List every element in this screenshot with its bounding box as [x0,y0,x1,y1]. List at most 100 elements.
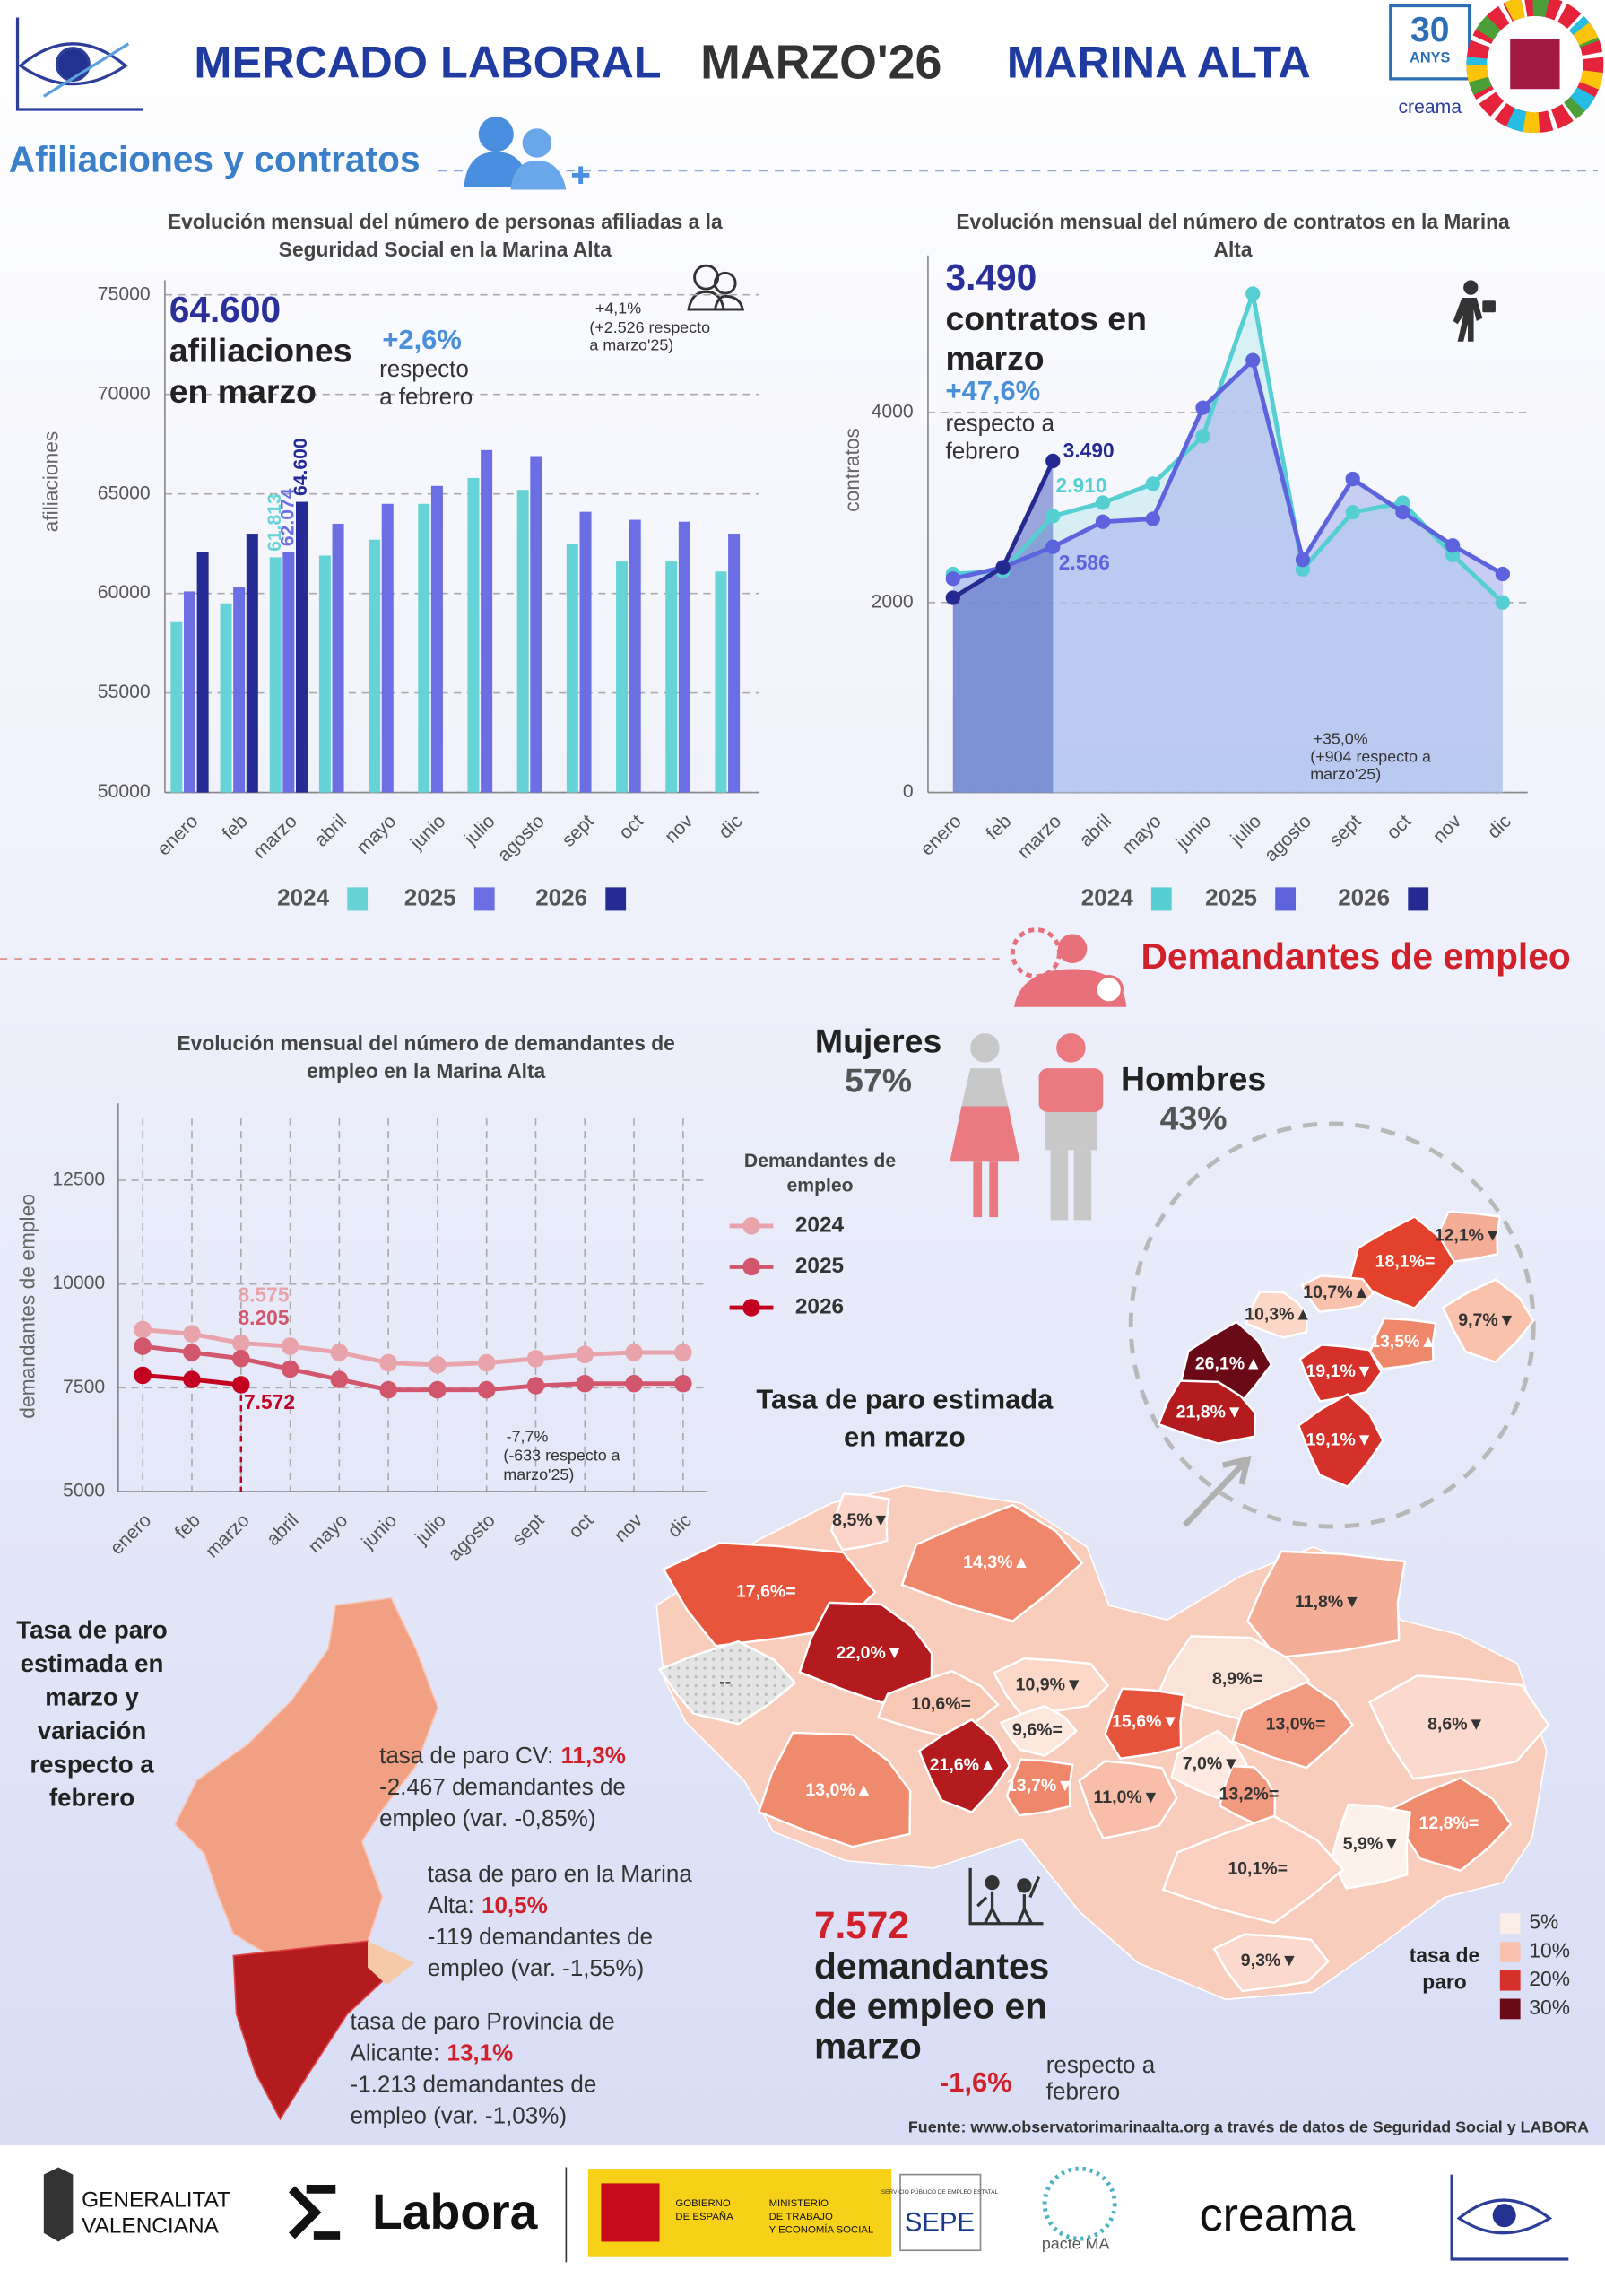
creama-logo [1389,4,1471,81]
y-tick-label: 70000 [98,383,151,404]
point [1095,495,1111,510]
map-region [1161,1814,1345,1925]
eye-logo [15,17,143,111]
map-region [1367,1674,1550,1780]
bar [282,552,295,793]
bar [481,449,493,793]
bar [566,544,578,793]
valencia-title: respecto a [30,1750,154,1778]
value-label: 8.205 [239,1306,290,1329]
annotation: +4,1% [595,300,641,317]
line [952,356,1505,581]
valencia-text: tasa de paro CV: [379,1742,553,1769]
map-label: 9,3%▼ [1241,1951,1298,1970]
y-axis-label: demandantes de empleo [16,1194,39,1419]
map-label: -- [719,1672,731,1692]
point [232,1334,250,1352]
valencia-rate: 11,3% [561,1742,626,1769]
point [1495,595,1511,610]
map-region [1298,1344,1384,1403]
legend-label: 5% [1529,1910,1558,1934]
point [576,1345,594,1364]
footer-text: pacte MA [1042,2234,1110,2252]
footer-text: Labora [372,2184,539,2239]
section-title: Demandantes de empleo [1141,935,1571,977]
annotation: respecto a [945,409,1054,436]
bar [629,519,641,793]
annotation: (+904 respecto a [1310,747,1431,765]
point [1045,509,1061,524]
value-label: 2.586 [1059,551,1110,574]
summary-text: febrero [1046,2077,1120,2104]
map-region [917,1718,1011,1814]
bar [728,534,741,793]
point [1195,429,1210,444]
valencia-text: -1.213 demandantes de [351,2070,597,2097]
valencia-text: -119 demandantes de [428,1923,653,1950]
map-region [1330,1803,1411,1890]
legend-swatch [1499,1942,1521,1962]
logo-text: ANYS [1410,49,1450,65]
legend-swatch [1150,887,1172,911]
value-label: 61.813 [265,493,285,552]
summary-text: marzo [814,2025,922,2066]
point [526,1350,545,1368]
bar [196,552,209,793]
annotation: +2,6% [382,324,462,355]
y-tick-label: 5000 [63,1481,105,1501]
map-label: 8,9%= [1212,1669,1262,1689]
valencia-text: -2.467 demandantes de [379,1773,626,1800]
point [1145,476,1160,491]
legend-label: 30% [1529,1996,1570,2019]
annotation: -7,7% [507,1428,549,1446]
legend-swatch [473,887,495,911]
map-region [900,1503,1084,1622]
legend-label: 2025 [404,883,456,910]
legend-label: 10% [1529,1938,1570,1961]
point [1045,453,1061,469]
point [429,1356,447,1374]
point [1445,538,1461,553]
legend-swatch [1499,1998,1521,2020]
valencia-text: empleo (var. -1,55%) [428,1954,644,1981]
bar [296,501,308,793]
legend-label: 2025 [795,1254,844,1278]
valencia-text: tasa de paro CV: 11,3% [379,1742,626,1769]
point [1095,514,1111,529]
point [1145,511,1160,526]
footer-text: SERVICIO PÚBLICO DE EMPLEO ESTATAL [881,2187,999,2196]
valencia-text: -119 demandantes de [428,1923,653,1950]
bar [183,591,195,793]
point [1345,505,1360,520]
map-label: 5,9%▼ [1343,1834,1401,1854]
legend-title: empleo [787,1176,854,1196]
point [1345,471,1360,487]
map-label: 11,0%▼ [1093,1787,1159,1807]
footer-text: Y ECONOMÍA SOCIAL [769,2223,874,2235]
map-region [1212,1933,1330,1993]
bar [678,521,690,793]
y-tick-label: 0 [903,781,914,802]
worker-icon [1453,280,1496,342]
legend-label: 2026 [795,1294,844,1318]
map-label: 13,2%= [1219,1785,1280,1805]
map-label: 10,3%▲ [1245,1304,1312,1324]
sdg-wheel [1466,0,1604,134]
legend-swatch [1499,1970,1521,1991]
legend-label: 2024 [795,1213,845,1237]
annotation: 3.490 [945,257,1037,298]
valencia-map [174,1596,439,2121]
map-label: 11,8%▼ [1295,1592,1361,1612]
legend-swatch [347,887,369,911]
chart-title: Alta [1214,238,1253,261]
legend-swatch [742,1299,760,1317]
map-label: 15,6%▼ [1112,1711,1179,1731]
y-tick-label: 12500 [52,1170,105,1190]
legend-label: 2026 [1338,883,1390,910]
chart-title: Evolución mensual del número de demandan… [177,1031,674,1055]
map-region [1245,1550,1407,1659]
annotation: (+2.526 respecto [589,318,710,336]
map-region [1245,1291,1308,1339]
unemployed-icon [968,1867,1044,1926]
